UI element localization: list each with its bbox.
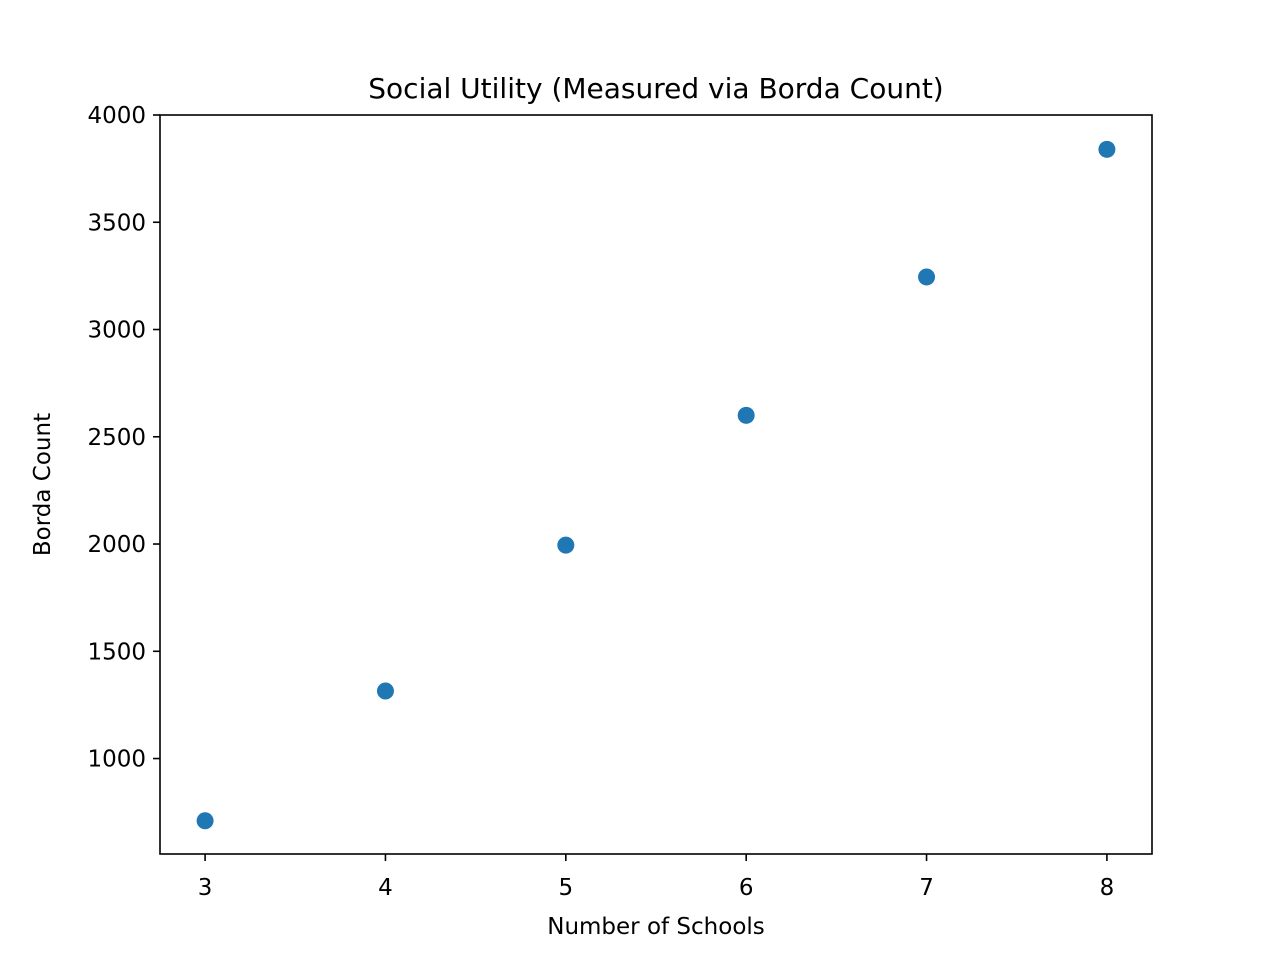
scatter-point (1098, 140, 1116, 158)
scatter-point (918, 268, 936, 286)
y-axis-label: Borda Count (30, 413, 56, 556)
y-tick-label: 4000 (87, 103, 146, 129)
y-tick-group: 1000 1500 2000 2500 3000 3500 4000 (87, 103, 160, 773)
y-tick-label: 2000 (87, 532, 146, 558)
x-tick-label: 7 (919, 875, 934, 901)
plot-area-frame (159, 114, 1153, 855)
x-tick-group: 3 4 5 6 7 8 (198, 854, 1114, 901)
scatter-point (376, 682, 394, 700)
chart-title: Social Utility (Measured via Borda Count… (368, 72, 943, 105)
y-tick-label: 1500 (87, 639, 146, 665)
x-tick-label: 3 (198, 875, 213, 901)
x-tick-label: 6 (739, 875, 754, 901)
scatter-point (557, 536, 575, 554)
x-tick-label: 5 (558, 875, 573, 901)
y-tick-label: 2500 (87, 425, 146, 451)
scatter-point (196, 812, 214, 830)
data-points (196, 140, 1116, 830)
x-tick-label: 4 (378, 875, 393, 901)
x-tick-label: 8 (1100, 875, 1115, 901)
y-tick-label: 1000 (87, 747, 146, 773)
x-axis-label: Number of Schools (547, 914, 765, 940)
scatter-point (737, 406, 755, 424)
y-tick-label: 3500 (87, 210, 146, 236)
y-tick-label: 3000 (87, 318, 146, 344)
